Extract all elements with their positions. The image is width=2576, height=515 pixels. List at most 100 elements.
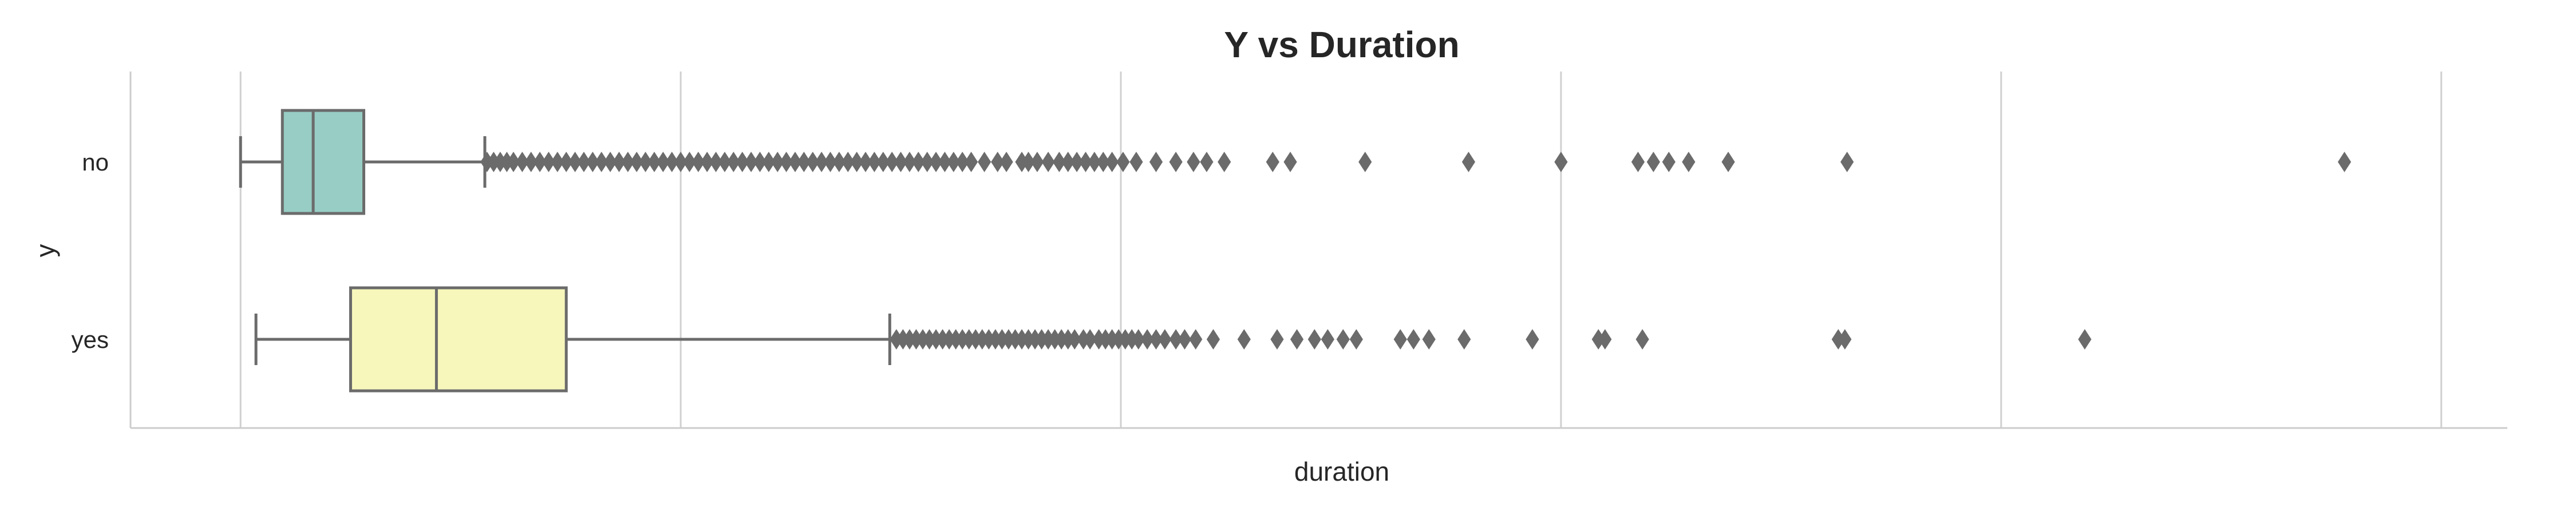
outlier-point [1218, 152, 1231, 172]
outlier-point [1662, 152, 1676, 172]
outlier-point [753, 152, 767, 172]
outlier-point [1021, 152, 1036, 172]
outlier-point [991, 152, 1005, 172]
outlier-point [744, 152, 758, 172]
outlier-point [533, 152, 547, 172]
outlier-point [2337, 152, 2352, 172]
outlier-point [1149, 152, 1163, 172]
outlier-point [1307, 329, 1321, 350]
outlier-point [1169, 329, 1183, 350]
outlier-point [709, 152, 723, 172]
outlier-point [788, 152, 802, 172]
outlier-point [1158, 329, 1172, 350]
outlier-point [1635, 329, 1649, 350]
outlier-point [639, 152, 653, 172]
y-axis-label: y [30, 244, 60, 258]
outlier-point [1200, 152, 1214, 172]
outlier-point [603, 152, 617, 172]
outlier-point [1116, 152, 1130, 172]
outlier-point [1070, 152, 1084, 172]
outlier-point [771, 152, 784, 172]
outlier-point [1096, 152, 1110, 172]
chart-title: Y vs Duration [1224, 24, 1459, 65]
outlier-point [1129, 152, 1143, 172]
outlier-point [1406, 329, 1420, 350]
outlier-point [1061, 152, 1075, 172]
outlier-point [568, 152, 582, 172]
outlier-point [674, 152, 688, 172]
outlier-point [762, 152, 776, 172]
outlier-point [911, 152, 925, 172]
outlier-point [718, 152, 732, 172]
outlier-point [682, 152, 697, 172]
outlier-point [595, 152, 609, 172]
gridlines [239, 72, 2443, 428]
outlier-point [999, 152, 1013, 172]
outlier-point [920, 152, 934, 172]
outlier-point [700, 152, 714, 172]
outlier-point [736, 152, 749, 172]
iqr-box [280, 109, 366, 215]
outlier-point [2078, 329, 2092, 350]
outlier-point [1349, 329, 1363, 350]
outlier-point [894, 152, 908, 172]
outlier-point [656, 152, 670, 172]
outlier-point [850, 152, 864, 172]
box-no [239, 109, 2352, 215]
outlier-point [1041, 152, 1055, 172]
y-tick-label-yes: yes [72, 326, 109, 353]
outlier-point [1169, 152, 1183, 172]
outlier-point [1840, 152, 1854, 172]
outlier-point [1321, 329, 1334, 350]
outlier-point [1105, 152, 1119, 172]
outlier-point [621, 152, 635, 172]
outlier-point [1140, 329, 1154, 350]
outlier-point [815, 152, 828, 172]
outlier-point [1526, 329, 1539, 350]
outlier-point [797, 152, 811, 172]
outlier-point [1422, 329, 1436, 350]
outlier-point [947, 152, 961, 172]
outlier-point [630, 152, 643, 172]
outlier-point [647, 152, 661, 172]
outlier-point [1682, 152, 1696, 172]
outlier-point [1461, 152, 1476, 172]
outlier-point [1237, 329, 1251, 350]
outlier-point [1132, 329, 1145, 350]
outlier-point [867, 152, 882, 172]
outlier-point [832, 152, 846, 172]
outlier-point [1631, 152, 1645, 172]
outlier-point [1838, 329, 1852, 350]
y-tick-labels: no yes [72, 149, 109, 353]
outlier-point [1283, 152, 1297, 172]
outlier-point [806, 152, 820, 172]
outlier-point [929, 152, 943, 172]
outlier-point [1088, 152, 1101, 172]
outlier-point [1178, 329, 1192, 350]
outlier-point [692, 152, 705, 172]
outlier-point [515, 152, 529, 172]
outlier-point [876, 152, 890, 172]
outlier-point [1266, 152, 1279, 172]
outlier-point [955, 152, 969, 172]
outlier-point [1149, 329, 1163, 350]
outlier-point [1189, 329, 1203, 350]
outlier-point [551, 152, 564, 172]
outlier-point [1457, 329, 1471, 350]
outlier-point [586, 152, 599, 172]
outlier-point [612, 152, 626, 172]
y-tick-label-no: no [82, 149, 109, 176]
outlier-point [1646, 152, 1660, 172]
outlier-point [1187, 152, 1200, 172]
iqr-box [349, 286, 568, 393]
outlier-point [859, 152, 872, 172]
outlier-point [577, 152, 591, 172]
outlier-point [1206, 329, 1220, 350]
outlier-point [1721, 152, 1735, 172]
outlier-point [507, 152, 520, 172]
outlier-point [1068, 329, 1081, 350]
outlier-point [823, 152, 837, 172]
outlier-point [559, 152, 573, 172]
outlier-point [726, 152, 740, 172]
